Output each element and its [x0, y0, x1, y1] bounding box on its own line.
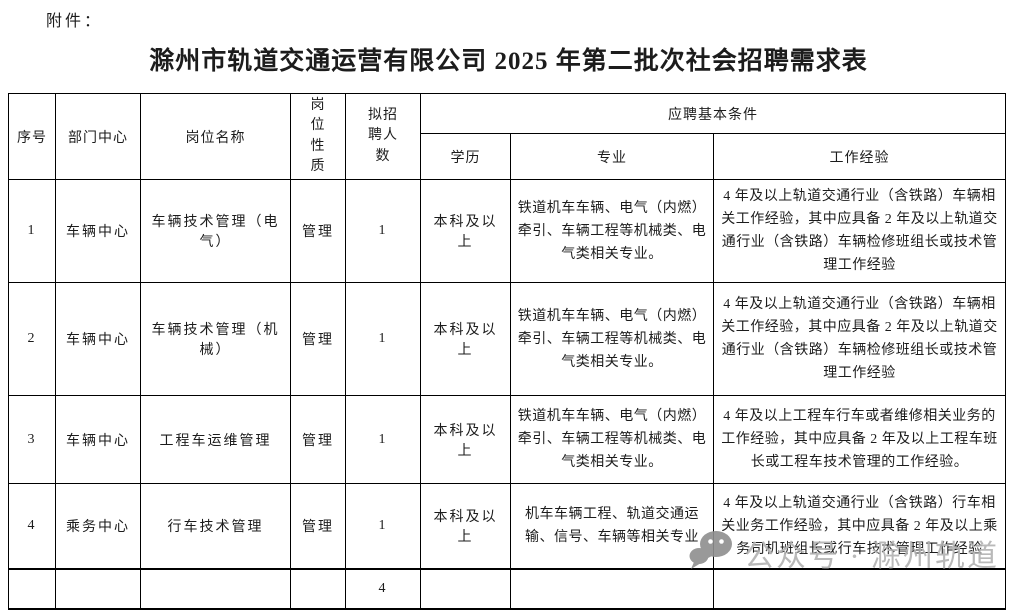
- cell-education: 本科及以上: [420, 395, 511, 485]
- cell-major: 铁道机车车辆、电气（内燃）牵引、车辆工程等机械类、电气类相关专业。: [510, 179, 714, 284]
- total-row: 4: [8, 568, 1007, 610]
- cell-job-type: 管理: [290, 395, 346, 485]
- col-header-job-type-label: 岗位性质: [310, 98, 326, 174]
- cell-job-type: 管理: [290, 282, 346, 397]
- cell-planned-count: 1: [345, 483, 421, 570]
- cell-major: 机车车辆工程、轨道交通运输、信号、车辆等相关专业: [510, 483, 714, 570]
- attachment-label: 附件：: [46, 13, 104, 30]
- cell-department: 车辆中心: [55, 179, 141, 284]
- cell-position: 行车技术管理: [140, 483, 291, 570]
- table-row: 3 车辆中心 工程车运维管理 管理 1 本科及以上 铁道机车车辆、电气（内燃）牵…: [8, 395, 1007, 485]
- cell-department: 乘务中心: [55, 483, 141, 570]
- cell-empty: [55, 568, 141, 610]
- cell-planned-count: 1: [345, 395, 421, 485]
- cell-position: 车辆技术管理（机械）: [140, 282, 291, 397]
- col-header-planned-count: 拟招聘人数: [345, 92, 421, 181]
- cell-education: 本科及以上: [420, 179, 511, 284]
- page-title: 滁州市轨道交通运营有限公司 2025 年第二批次社会招聘需求表: [149, 48, 868, 75]
- cell-empty: [8, 568, 56, 610]
- cell-department: 车辆中心: [55, 282, 141, 397]
- cell-seq: 2: [8, 282, 56, 397]
- cell-empty: [712, 568, 1007, 610]
- cell-education: 本科及以上: [420, 282, 511, 397]
- cell-seq: 1: [8, 179, 56, 284]
- cell-job-type: 管理: [290, 179, 346, 284]
- cell-position: 工程车运维管理: [140, 395, 291, 485]
- cell-major: 铁道机车车辆、电气（内燃）牵引、车辆工程等机械类、电气类相关专业。: [510, 282, 714, 397]
- cell-empty: [140, 568, 291, 610]
- col-header-department: 部门中心: [55, 92, 141, 181]
- col-header-position: 岗位名称: [140, 92, 291, 181]
- col-header-job-type: 岗位性质: [290, 92, 346, 181]
- col-header-planned-count-label: 拟招聘人数: [368, 108, 398, 164]
- cell-position: 车辆技术管理（电气）: [140, 179, 291, 284]
- cell-total-count: 4: [345, 568, 421, 610]
- cell-empty: [510, 568, 714, 610]
- cell-major: 铁道机车车辆、电气（内燃）牵引、车辆工程等机械类、电气类相关专业。: [510, 395, 714, 485]
- recruitment-table: 序号 部门中心 岗位名称 岗位性质 拟招聘人数 应聘基本条件 学历 专业 工作经…: [8, 92, 1007, 610]
- col-header-education: 学历: [420, 133, 511, 181]
- col-header-major: 专业: [510, 133, 714, 181]
- col-header-basic-conditions: 应聘基本条件: [419, 92, 1007, 135]
- col-header-experience: 工作经验: [712, 133, 1007, 181]
- cell-education: 本科及以上: [420, 483, 511, 570]
- table-row: 4 乘务中心 行车技术管理 管理 1 本科及以上 机车车辆工程、轨道交通运输、信…: [8, 483, 1007, 570]
- table-row: 1 车辆中心 车辆技术管理（电气） 管理 1 本科及以上 铁道机车车辆、电气（内…: [8, 179, 1007, 284]
- cell-experience: 4 年及以上工程车行车或者维修相关业务的工作经验，其中应具备 2 年及以上工程车…: [712, 395, 1007, 485]
- cell-seq: 4: [8, 483, 56, 570]
- cell-experience: 4 年及以上轨道交通行业（含铁路）车辆相关工作经验，其中应具备 2 年及以上轨道…: [712, 282, 1007, 397]
- cell-experience: 4 年及以上轨道交通行业（含铁路）行车相关业务工作经验，其中应具备 2 年及以上…: [712, 483, 1007, 570]
- cell-seq: 3: [8, 395, 56, 485]
- table-row: 2 车辆中心 车辆技术管理（机械） 管理 1 本科及以上 铁道机车车辆、电气（内…: [8, 282, 1007, 397]
- cell-planned-count: 1: [345, 179, 421, 284]
- cell-department: 车辆中心: [55, 395, 141, 485]
- header-row-top: 序号 部门中心 岗位名称 岗位性质 拟招聘人数 应聘基本条件: [8, 92, 1007, 181]
- cell-planned-count: 1: [345, 282, 421, 397]
- col-header-seq: 序号: [8, 92, 56, 181]
- cell-job-type: 管理: [290, 483, 346, 570]
- cell-experience: 4 年及以上轨道交通行业（含铁路）车辆相关工作经验，其中应具备 2 年及以上轨道…: [712, 179, 1007, 284]
- cell-empty: [420, 568, 511, 610]
- header-row-sub: 学历 专业 工作经验: [9, 133, 1007, 181]
- cell-empty: [290, 568, 346, 610]
